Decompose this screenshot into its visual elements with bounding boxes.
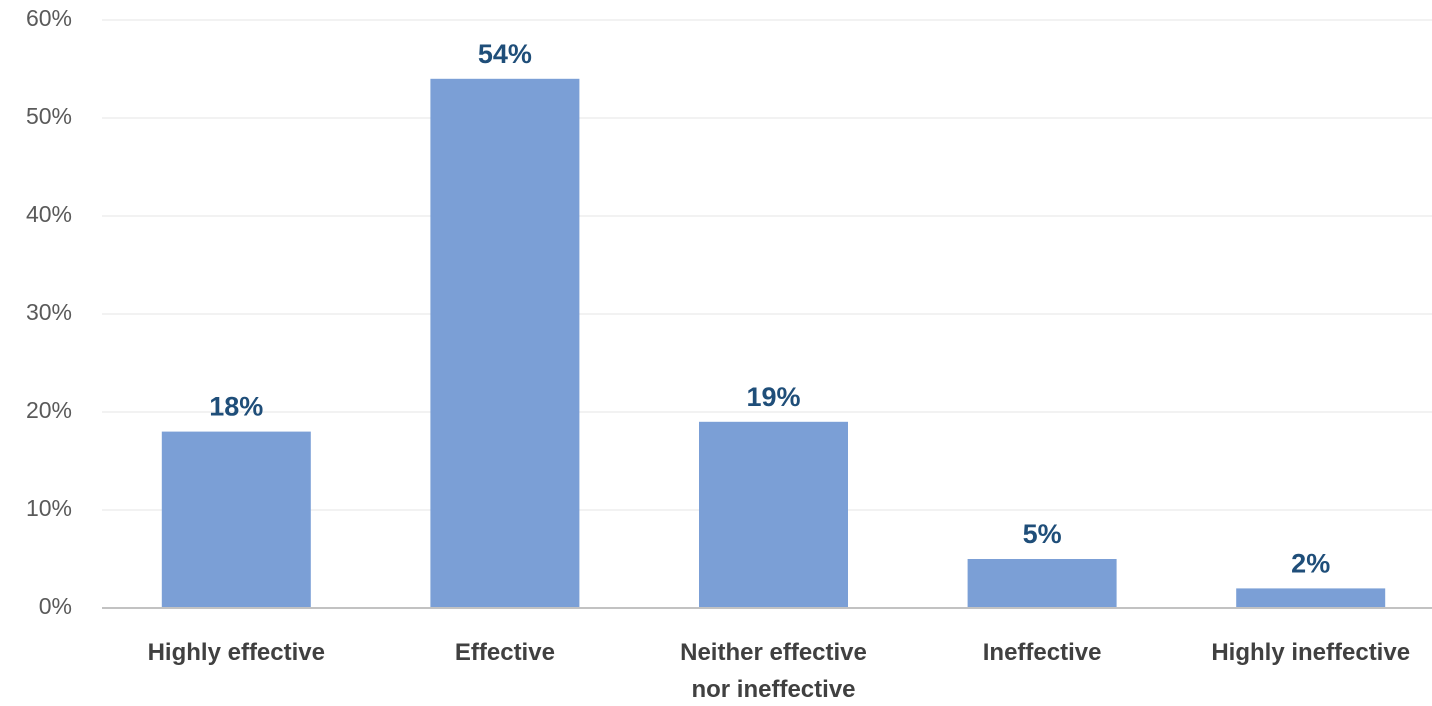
x-tick-label-line: Neither effective — [680, 639, 867, 666]
data-label: 2% — [1291, 549, 1330, 579]
y-tick-label: 20% — [26, 397, 72, 423]
data-label: 19% — [746, 382, 800, 412]
x-tick-label-line: Ineffective — [983, 639, 1102, 666]
y-tick-label: 50% — [26, 103, 72, 129]
x-tick-label: Effective — [455, 639, 555, 666]
y-tick-label: 10% — [26, 495, 72, 521]
bar — [161, 431, 311, 608]
bars — [161, 78, 1386, 609]
data-label: 54% — [478, 39, 532, 69]
x-tick-label-line: Effective — [455, 639, 555, 666]
y-tick-label: 0% — [39, 593, 72, 619]
y-tick-label: 30% — [26, 299, 72, 325]
x-axis-ticks: Highly effective Effective Neither effecti… — [148, 639, 1410, 703]
bar — [1236, 588, 1386, 608]
data-label: 5% — [1023, 519, 1062, 549]
gridlines — [102, 19, 1432, 511]
bar — [967, 559, 1117, 608]
x-tick-label: Highly ineffective — [1211, 639, 1410, 666]
bar — [699, 421, 848, 608]
data-label: 18% — [209, 392, 263, 422]
bar — [430, 78, 580, 609]
x-tick-label: Neither effective nor ineffective — [680, 639, 867, 703]
y-tick-label: 40% — [26, 201, 72, 227]
y-tick-label: 60% — [26, 5, 72, 31]
x-tick-label-line: nor ineffective — [691, 676, 855, 703]
x-tick-label-line: Highly effective — [148, 639, 325, 666]
data-labels: 18% 54% 19% 5% 2% — [209, 39, 1330, 579]
x-tick-label-line: Highly ineffective — [1211, 639, 1410, 666]
x-tick-label: Ineffective — [983, 639, 1102, 666]
x-tick-label: Highly effective — [148, 639, 325, 666]
y-axis-ticks: 0% 10% 20% 30% 40% 50% 60% — [26, 5, 72, 619]
